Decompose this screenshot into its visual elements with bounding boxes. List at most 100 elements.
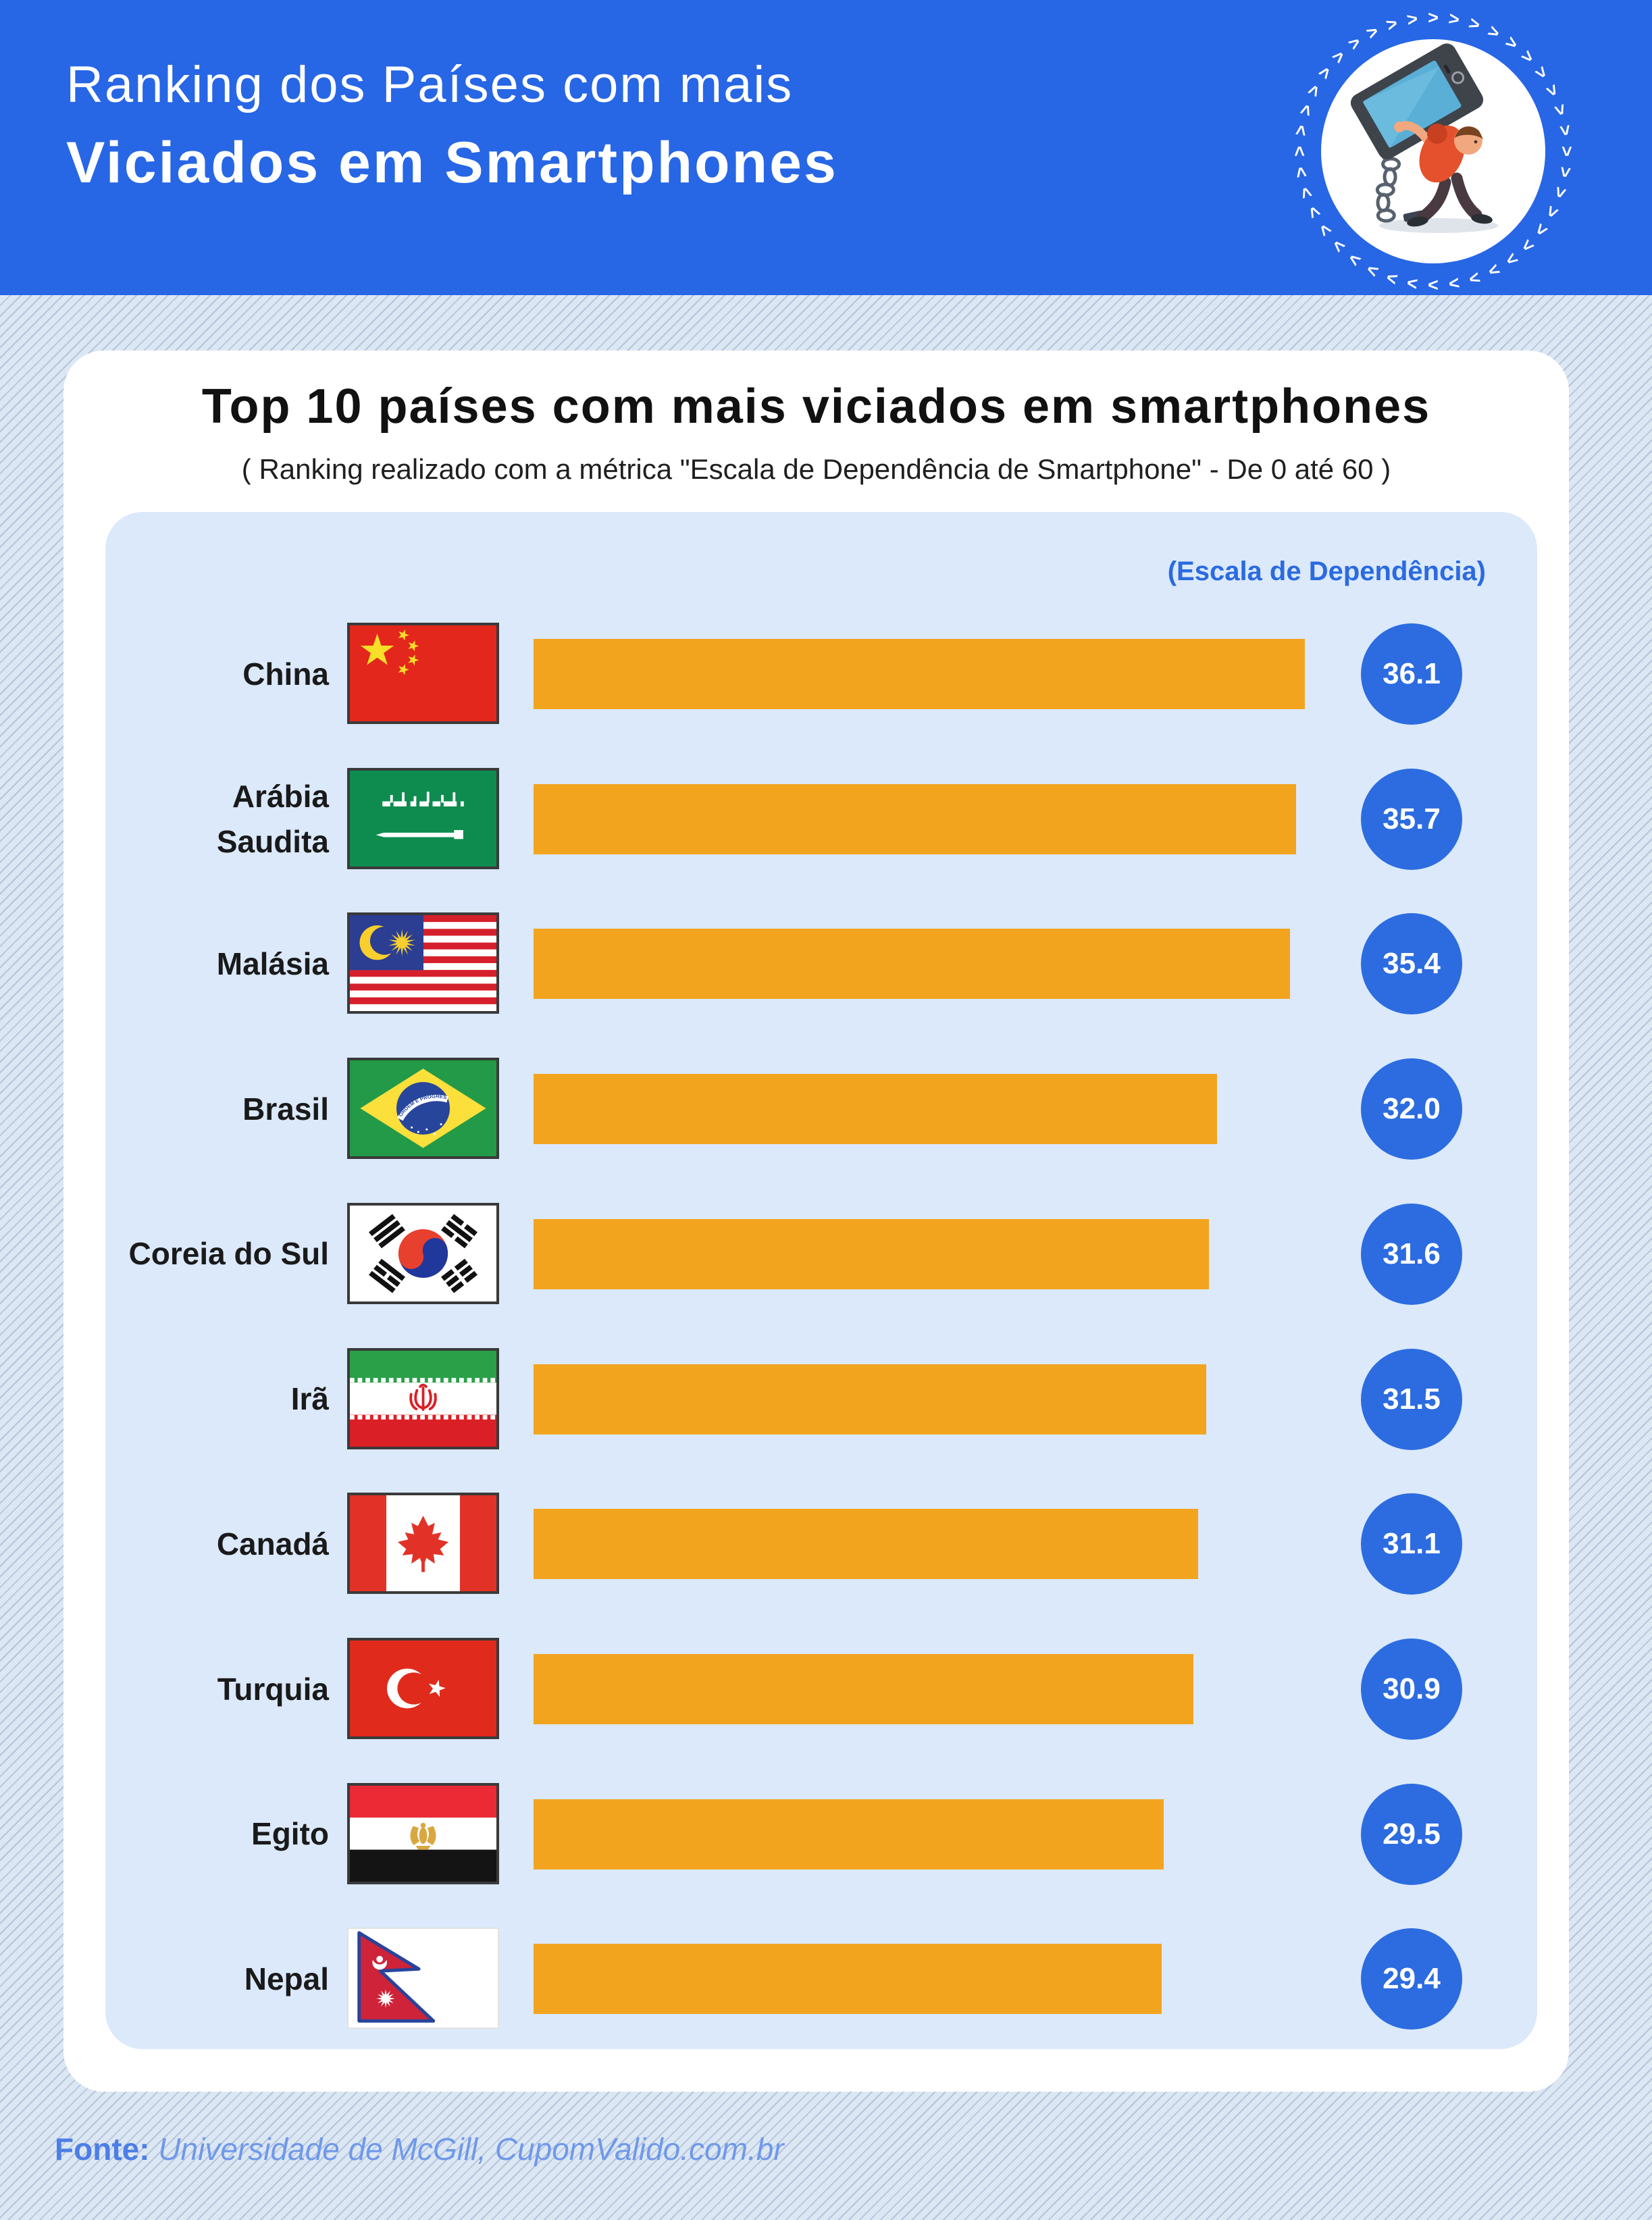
svg-text:>: > <box>1501 248 1522 271</box>
country-row: Brasil ORDEM E PROGRESSO 32.0 <box>105 1058 1537 1160</box>
svg-text:>: > <box>1530 62 1553 82</box>
country-label: Egito <box>251 1816 329 1852</box>
country-row: Nepal 29.4 <box>105 1928 1537 2030</box>
footer-label: Fonte: <box>55 2132 150 2167</box>
svg-text:>: > <box>1466 13 1482 35</box>
svg-text:>: > <box>1428 275 1439 295</box>
svg-text:>: > <box>1447 8 1461 30</box>
country-row: Arábia Saudita 35.7 <box>105 767 1537 871</box>
ir-flag-icon <box>347 1347 499 1449</box>
country-row: Irã 31.5 <box>105 1347 1537 1451</box>
svg-text:>: > <box>1295 184 1317 201</box>
svg-text:>: > <box>1290 165 1312 179</box>
country-label: Coreia do Sul <box>128 1236 329 1272</box>
value-bar <box>534 639 1305 709</box>
eg-flag-icon <box>347 1782 499 1884</box>
br-flag-icon: ORDEM E PROGRESSO <box>347 1058 499 1160</box>
svg-text:>: > <box>1328 46 1349 68</box>
np-flag-icon <box>347 1928 499 2030</box>
page-subtitle: ( Ranking realizado com a métrica "Escal… <box>241 453 1391 485</box>
svg-text:>: > <box>1541 203 1564 222</box>
svg-text:>: > <box>1363 21 1382 44</box>
page-title: Top 10 países com mais viciados em smart… <box>201 380 1431 434</box>
svg-text:>: > <box>1501 32 1522 55</box>
kr-flag-icon <box>347 1202 499 1304</box>
country-label: China <box>242 656 329 692</box>
svg-text:>: > <box>1363 259 1382 282</box>
value-bar <box>534 1364 1206 1435</box>
value-badge: 29.5 <box>1361 1783 1462 1885</box>
value-bar <box>534 1509 1198 1580</box>
footer: Fonte: Universidade de McGill, CupomVali… <box>55 2131 784 2167</box>
smartphone-addict-logo: > > > >>>>>>>>>>>>>>>>>>>>>>>>>>>>>>>>>>> > > <box>1289 7 1577 295</box>
value-badge: 35.4 <box>1361 913 1462 1015</box>
value-bar <box>534 1799 1164 1869</box>
value-badge: 29.4 <box>1361 1928 1462 2030</box>
header-title: Ranking dos Países com mais Viciados em … <box>66 59 838 192</box>
country-row: Malásia 35.4 <box>105 912 1537 1015</box>
country-label: Irã <box>290 1381 329 1417</box>
svg-text:>: > <box>1289 146 1310 157</box>
svg-text:>: > <box>1549 184 1572 201</box>
svg-text:>: > <box>1405 273 1419 294</box>
value-badge: 31.5 <box>1361 1348 1462 1450</box>
svg-text:>: > <box>1405 8 1419 30</box>
svg-text:>: > <box>1530 220 1553 240</box>
svg-text:>: > <box>1303 81 1326 100</box>
value-bar <box>534 1074 1217 1145</box>
svg-text:>: > <box>1344 248 1364 271</box>
svg-text:>: > <box>1344 32 1364 55</box>
header-title-line1: Ranking dos Países com mais <box>66 56 794 113</box>
country-label: Nepal <box>244 1961 329 1996</box>
country-label: Canadá <box>216 1526 329 1561</box>
cn-flag-icon <box>347 623 499 724</box>
svg-text:>: > <box>1517 46 1539 68</box>
tr-flag-icon <box>347 1637 499 1739</box>
country-row: Egito 29.5 <box>105 1782 1537 1886</box>
svg-text:>: > <box>1485 21 1503 44</box>
value-bar <box>534 929 1290 1000</box>
my-flag-icon <box>347 912 499 1014</box>
country-row: Coreia do Sul 31.6 <box>105 1202 1537 1306</box>
svg-text:>: > <box>1384 13 1400 35</box>
svg-text:>: > <box>1303 203 1326 222</box>
svg-text:>: > <box>1555 165 1576 179</box>
value-bar <box>534 1653 1193 1724</box>
country-label: Turquia <box>217 1671 329 1707</box>
scale-label: (Escala de Dependência) <box>1167 557 1486 586</box>
value-badge: 31.6 <box>1361 1203 1462 1305</box>
country-row: Canadá 31.1 <box>105 1493 1537 1595</box>
value-badge: 36.1 <box>1361 623 1462 725</box>
value-bar <box>534 1944 1162 2015</box>
svg-text:>: > <box>1557 146 1577 157</box>
country-label: Arábia Saudita <box>216 779 329 859</box>
footer-source: Universidade de McGill, CupomValido.com.… <box>158 2132 784 2167</box>
svg-text:>: > <box>1314 62 1337 82</box>
svg-text:>: > <box>1541 81 1564 100</box>
svg-text:>: > <box>1328 235 1349 257</box>
svg-text:>: > <box>1466 267 1482 290</box>
value-bar <box>534 1218 1209 1289</box>
svg-text:>: > <box>1549 102 1572 118</box>
value-badge: 31.1 <box>1361 1493 1462 1595</box>
country-row: Turquia 30.9 <box>105 1637 1537 1740</box>
svg-text:>: > <box>1517 235 1539 257</box>
header-title-line2: Viciados em Smartphones <box>66 130 838 195</box>
ca-flag-icon <box>347 1493 499 1595</box>
smartphone-addict-illustration-icon <box>1350 43 1498 233</box>
svg-text:>: > <box>1295 102 1317 118</box>
value-badge: 35.7 <box>1361 768 1462 870</box>
country-label: Malásia <box>216 946 329 982</box>
svg-text:>: > <box>1314 220 1337 240</box>
chart-panel: (Escala de Dependência) China 36.1 Arábia … <box>105 512 1537 2049</box>
svg-text:>: > <box>1384 267 1400 290</box>
info-card: Top 10 países com mais viciados em smart… <box>63 351 1569 2092</box>
country-label: Brasil <box>242 1091 329 1127</box>
svg-text:>: > <box>1555 124 1576 137</box>
svg-text:>: > <box>1485 259 1503 282</box>
value-bar <box>534 783 1296 854</box>
svg-text:>: > <box>1290 124 1312 137</box>
value-badge: 30.9 <box>1361 1638 1462 1740</box>
value-badge: 32.0 <box>1361 1058 1462 1160</box>
